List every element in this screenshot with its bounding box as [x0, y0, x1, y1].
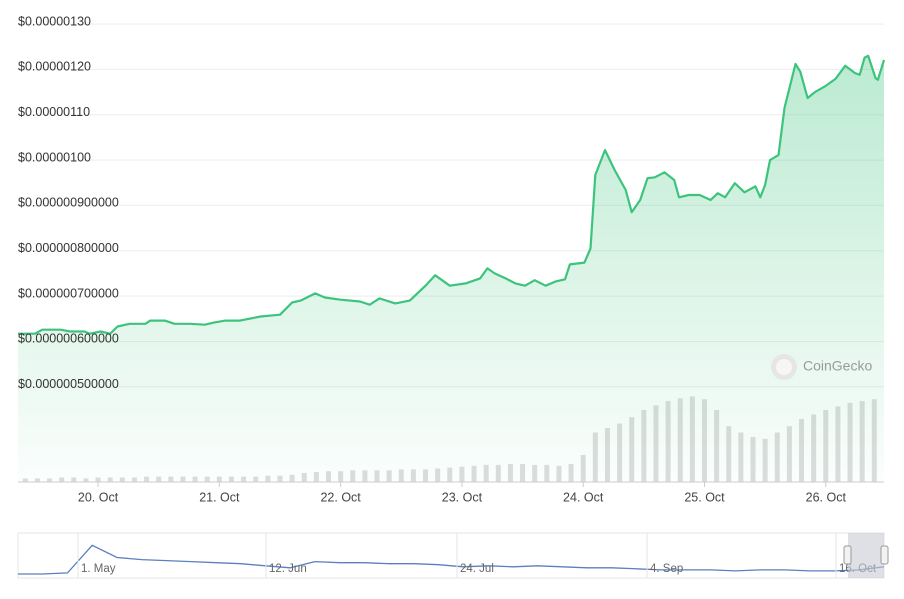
navigator-frame [17, 532, 885, 579]
watermark: CoinGecko [771, 354, 872, 380]
navigator-handle[interactable] [880, 545, 889, 565]
y-tick-label: $0.000000600000 [18, 332, 119, 346]
x-tick-label: 20. Oct [78, 490, 119, 504]
x-tick-label: 23. Oct [442, 490, 483, 504]
navigator-label: 1. May [81, 563, 116, 575]
y-tick-label: $0.00000130 [18, 14, 91, 28]
x-tick-label: 24. Oct [563, 490, 604, 504]
y-tick-label: $0.000000700000 [18, 286, 119, 300]
y-tick-label: $0.00000120 [18, 60, 91, 74]
price-line [18, 54, 886, 335]
y-tick-label: $0.00000110 [18, 105, 90, 119]
watermark-text: CoinGecko [803, 358, 872, 374]
navigator-line [18, 544, 885, 575]
y-tick-label: $0.00000100 [18, 150, 91, 164]
navigator-handle[interactable] [843, 545, 852, 565]
x-tick-label: 22. Oct [320, 490, 361, 504]
y-tick-label: $0.000000800000 [18, 241, 119, 255]
navigator-selection[interactable] [848, 533, 884, 578]
watermark-logo-inner [776, 359, 792, 375]
navigator-label: 4. Sep [650, 563, 683, 575]
price-area [18, 55, 884, 483]
y-tick-label: $0.000000500000 [18, 377, 119, 391]
navigator-label: 24. Jul [460, 563, 494, 575]
area-layer [18, 55, 884, 483]
x-tick-label: 25. Oct [684, 490, 725, 504]
navigator-label: 12. Jun [269, 563, 307, 575]
x-tick-label: 26. Oct [806, 490, 847, 504]
label-layer: $0.000000500000 $0.000000600000 $0.0000007… [18, 14, 846, 504]
line-layer [18, 54, 886, 335]
x-tick-label: 21. Oct [199, 490, 240, 504]
y-tick-label: $0.000000900000 [18, 196, 119, 210]
